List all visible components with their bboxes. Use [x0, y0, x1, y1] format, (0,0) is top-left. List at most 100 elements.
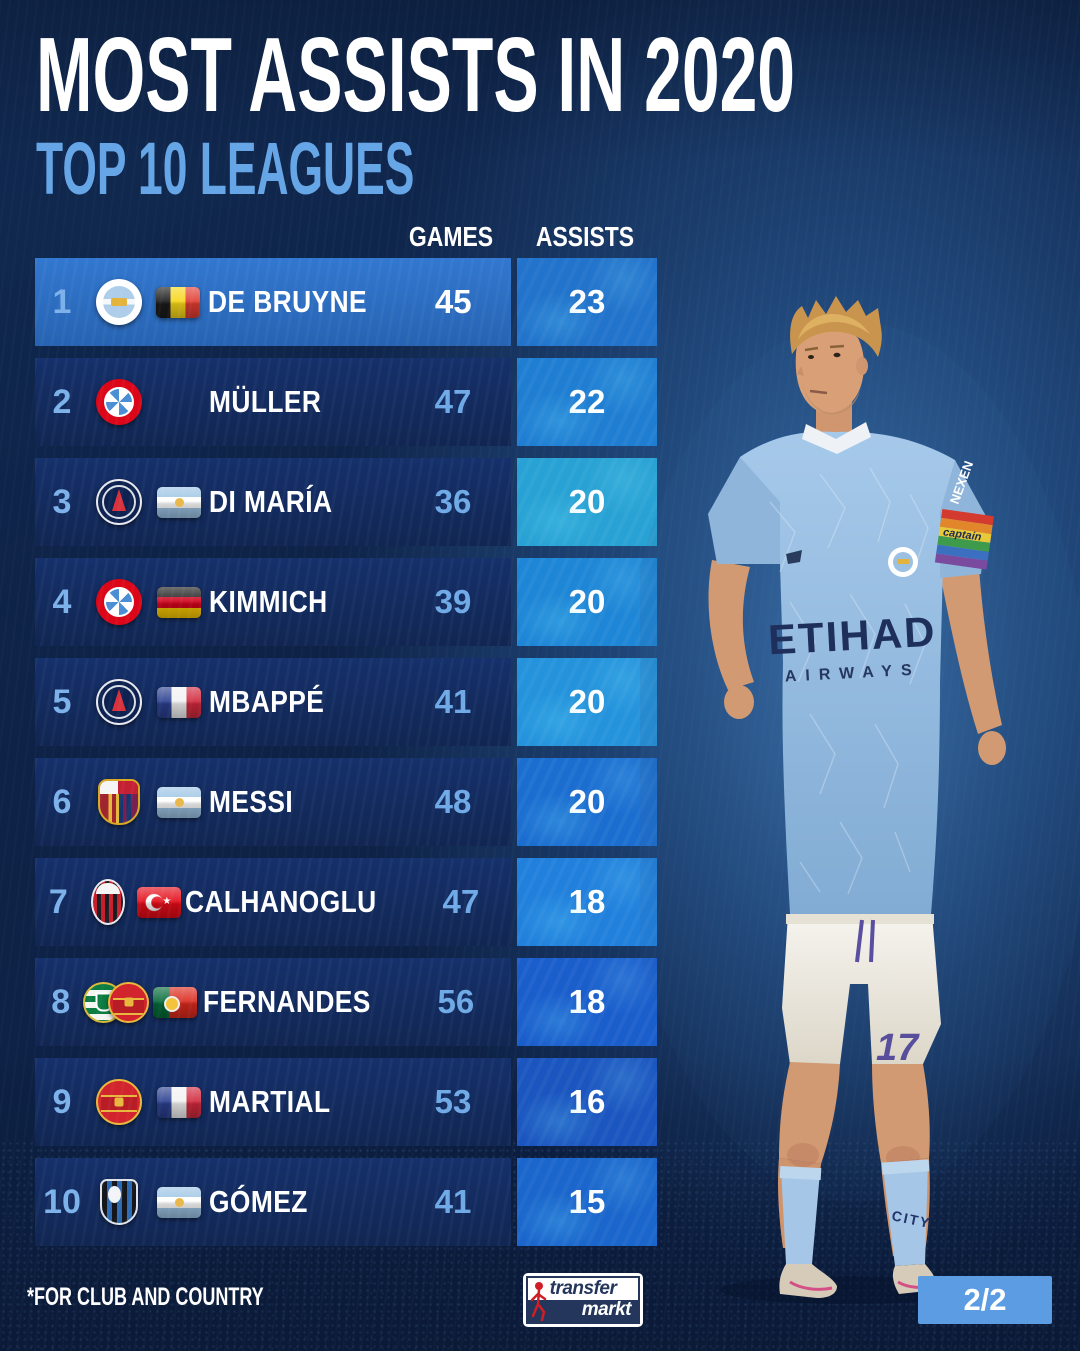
right-arm: [708, 560, 754, 690]
left-hand: [978, 731, 1006, 765]
jersey-crackle-pattern: [769, 467, 929, 895]
club-badge-icon: [96, 479, 142, 525]
player-name-text: MBAPPÉ: [209, 684, 325, 719]
assists-value: 23: [517, 258, 657, 346]
page-title-text: MOST ASSISTS IN 2020: [36, 16, 796, 134]
table-row: 2 MÜLLER 47 22: [35, 358, 657, 446]
player-name: CALHANOGLU: [185, 884, 410, 920]
right-sock: [781, 1168, 820, 1264]
captain-armband: captain: [934, 508, 994, 570]
player-name: MÜLLER: [209, 384, 395, 420]
player-name: DI MARÍA: [209, 484, 395, 520]
assists-value: 20: [517, 758, 657, 846]
club-badge-cell: [89, 1079, 149, 1125]
assists-column-header: ASSISTS: [525, 221, 645, 253]
right-sock-band: [779, 1165, 822, 1181]
games-column-header-text: GAMES: [408, 221, 494, 252]
table-row-main: 3 DI MARÍA 36: [35, 458, 511, 546]
assists-value: 18: [517, 958, 657, 1046]
table-row-main: 5 MBAPPÉ 41: [35, 658, 511, 746]
table-row-main: 6 MESSI 48: [35, 758, 511, 846]
right-boot: [779, 1264, 837, 1298]
transfermarkt-logo-top: transfer: [528, 1278, 638, 1300]
club-badge-cell: [82, 879, 134, 925]
country-flag-cell: [149, 486, 209, 518]
table-row: 8 FERNANDES 56 18: [35, 958, 657, 1046]
games-value: 41: [434, 683, 472, 720]
club-badge-icon: [96, 379, 142, 425]
table-row: 1 DE BRUYNE 45 23: [35, 258, 657, 346]
country-flag-icon: [157, 1086, 201, 1118]
country-flag-cell: [149, 786, 209, 818]
player-photo: ETIHAD AIRWAYS NEXEN captain 17: [615, 262, 1080, 1306]
player-name-text: GÓMEZ: [209, 1184, 308, 1219]
transfermarkt-logo-text-top: transfer: [549, 1278, 617, 1299]
hair: [790, 296, 882, 357]
player-name: DE BRUYNE: [208, 284, 395, 320]
table-row: 10 GÓMEZ 41 15: [35, 1158, 657, 1246]
country-flag-cell: [149, 387, 209, 418]
armband-text: captain: [942, 526, 982, 543]
player-name: MARTIAL: [209, 1084, 395, 1120]
player-name: FERNANDES: [203, 984, 400, 1020]
hair-highlight: [798, 314, 870, 340]
country-flag-cell: [149, 686, 209, 718]
assists-value: 18: [517, 858, 657, 946]
page-subtitle: TOP 10 LEAGUES: [36, 132, 667, 206]
games-value: 39: [434, 583, 472, 620]
games-value: 53: [434, 1083, 472, 1120]
player-name-text: MESSI: [209, 784, 294, 819]
rank-label: 9: [52, 1082, 72, 1121]
jersey-sponsor-text: ETIHAD: [767, 608, 938, 664]
table-row: 6 MESSI 48 20: [35, 758, 657, 846]
assists-value: 16: [517, 1058, 657, 1146]
country-flag-cell: [149, 1086, 209, 1118]
shorts-drawstrings: [855, 919, 875, 963]
eye: [833, 352, 841, 358]
right-boot-swoosh: [789, 1280, 833, 1291]
ear: [856, 357, 868, 375]
country-flag-cell: [146, 986, 203, 1018]
transfermarkt-logo-bottom: markt: [528, 1300, 638, 1322]
player-name-text: DE BRUYNE: [208, 284, 368, 319]
club-badge-cell: [89, 379, 149, 425]
club-badge-cell: [89, 279, 149, 325]
table-row-main: 4 KIMMICH 39: [35, 558, 511, 646]
country-flag-icon: [152, 986, 197, 1018]
club-badge-icon: [96, 579, 142, 625]
table-row-main: 1 DE BRUYNE 45: [35, 258, 511, 346]
rank-label: 8: [51, 982, 71, 1021]
assists-value: 22: [517, 358, 657, 446]
games-value: 47: [434, 383, 472, 420]
rank-label: 2: [52, 382, 72, 421]
footnote-text: *FOR CLUB AND COUNTRY: [27, 1283, 264, 1311]
games-value: 36: [434, 483, 472, 520]
eyebrows: [804, 344, 845, 352]
page-indicator-badge: 2/2: [918, 1276, 1052, 1324]
left-thigh: [872, 1064, 930, 1163]
left-sock: [883, 1162, 928, 1266]
country-flag-icon: [137, 886, 182, 918]
transfermarkt-logo-frame: transfer markt: [526, 1276, 640, 1324]
rankings-table: 1 DE BRUYNE 45 23 2 MÜLL: [35, 258, 657, 1258]
player-illustration: ETIHAD AIRWAYS NEXEN captain 17: [615, 296, 1080, 1304]
right-thigh: [779, 1062, 840, 1164]
player-name: GÓMEZ: [209, 1184, 395, 1220]
player-name: MBAPPÉ: [209, 684, 395, 720]
club-badge-icon: [90, 879, 125, 925]
club-badge-icon: [96, 679, 142, 725]
player-name-text: CALHANOGLU: [185, 884, 377, 919]
games-value: 48: [434, 783, 472, 820]
assists-value: 20: [517, 558, 657, 646]
assists-value: 15: [517, 1158, 657, 1246]
eye: [808, 355, 814, 359]
country-flag-cell: [149, 1186, 209, 1218]
rank-label: 4: [52, 582, 72, 621]
club-badge-icon: [100, 1179, 138, 1225]
transfermarkt-logo: transfer markt: [523, 1273, 643, 1327]
games-value: 41: [434, 1183, 472, 1220]
country-flag-cell: [149, 286, 209, 318]
rankings-rows: 1 DE BRUYNE 45 23 2 MÜLL: [35, 258, 657, 1246]
country-flag-icon: [157, 686, 201, 718]
left-arm: [940, 568, 1002, 734]
